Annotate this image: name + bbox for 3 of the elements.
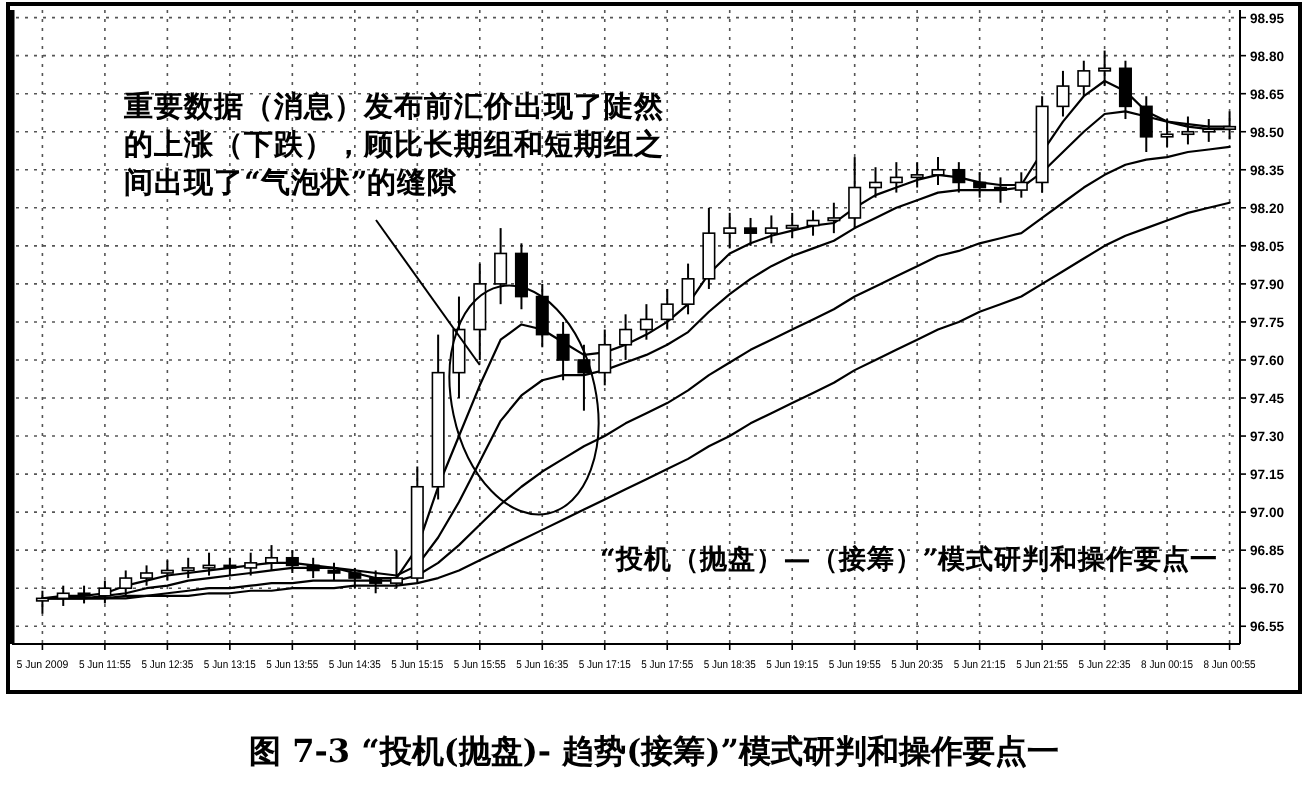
annotation: “投机（抛盘）—（接筹）”模式研判和操作要点一 [600, 542, 1219, 576]
annotation: 重要数据（消息）发布前汇价出现了陡然的上涨（下跌），顾比长期组和短期组之间出现了“气泡状”的缝隙 [122, 90, 666, 200]
caption: 图 7-3 “投机(抛盘)- 趋势(接筹)”模式研判和操作要点一 [249, 732, 1059, 770]
